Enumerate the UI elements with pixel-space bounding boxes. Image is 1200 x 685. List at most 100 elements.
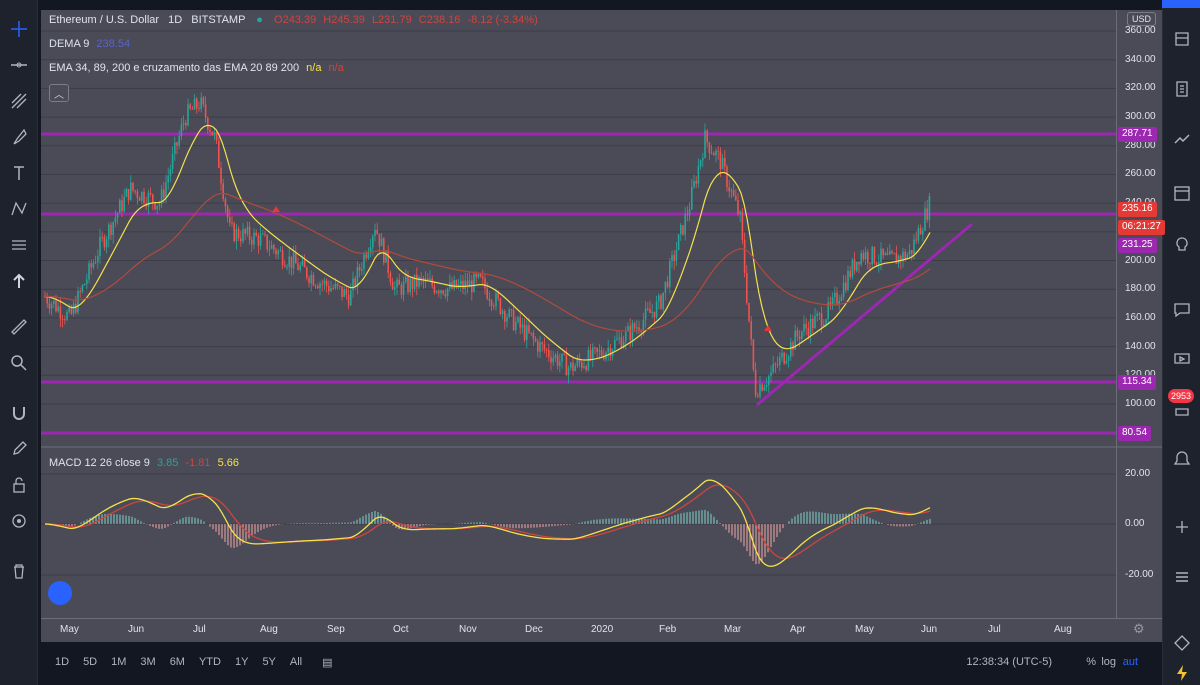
brush-icon[interactable] [0,122,38,152]
candle-body [204,104,207,118]
candle-body [768,376,770,385]
ema-legend[interactable]: EMA 34, 89, 200 e cruzamento das EMA 20 … [49,62,344,74]
arrow-up-icon[interactable] [0,266,38,296]
notifications-icon[interactable] [1163,392,1200,426]
text-tool-icon[interactable] [0,158,38,188]
chart-pane[interactable] [41,10,1116,618]
candle-body [735,195,737,200]
price-scale[interactable] [1116,10,1162,618]
candle-body [543,344,546,350]
period-button-1y[interactable]: 1Y [234,656,249,668]
candle-body [713,153,715,156]
watchlist-icon[interactable] [1163,22,1200,56]
candle-body [631,323,634,341]
candle-body [48,303,51,309]
candle-body [926,208,928,220]
candle-body [220,167,222,184]
time-scale[interactable] [41,618,1162,642]
exchange-label: BITSTAMP [191,14,246,26]
pattern-tool-icon[interactable] [0,194,38,224]
hotlist-icon[interactable] [1163,122,1200,156]
candle-body [147,192,150,207]
prediction-tool-icon[interactable] [0,230,38,260]
auto-toggle[interactable]: aut [1122,656,1138,668]
period-button-all[interactable]: All [289,656,303,668]
period-button-5y[interactable]: 5Y [262,656,276,668]
level-label-231: 231.25 [1118,238,1157,253]
candle-body [429,278,431,281]
candle-body [772,364,774,373]
candle-body [721,157,724,170]
period-button-3m[interactable]: 3M [140,656,156,668]
candle-body [867,251,869,264]
settings-gear-icon[interactable]: ⚙ [1133,621,1145,636]
date-range-icon[interactable]: ▤ [322,656,333,669]
period-button-5d[interactable]: 5D [83,656,98,668]
fib-tool-icon[interactable] [0,86,38,116]
candle-body [900,255,902,262]
help-icon[interactable] [1163,626,1200,660]
candle-body [262,233,264,235]
candle-body [270,245,273,249]
candle-body [904,251,906,259]
candle-body [70,307,73,314]
candle-body [616,338,618,341]
percent-toggle[interactable]: % [1086,656,1096,668]
lightning-icon[interactable] [1163,656,1200,685]
calendar-icon[interactable] [1163,176,1200,210]
lock-icon[interactable] [0,470,38,500]
price-tick: 280.00 [1125,139,1156,151]
line-tool-icon[interactable] [0,50,38,80]
period-button-6m[interactable]: 6M [169,656,185,668]
log-toggle[interactable]: log [1101,656,1116,668]
candle-body [46,296,48,304]
collapse-legend-button[interactable]: ︿ [49,84,69,102]
clock[interactable]: 12:38:34 (UTC-5) [966,656,1052,668]
candle-body [427,278,429,281]
candle-body [365,254,367,259]
candle-body [255,232,257,236]
trend-line[interactable] [756,222,973,407]
candle-body [715,150,717,156]
tradingview-logo[interactable] [48,581,72,605]
period-button-1m[interactable]: 1M [111,656,127,668]
visibility-icon[interactable] [0,506,38,536]
period-button-1d[interactable]: 1D [55,656,70,668]
alerts-bell-icon[interactable] [1163,442,1200,476]
period-button-ytd[interactable]: YTD [198,656,221,668]
candle-body [55,300,57,312]
magnet-icon[interactable] [0,398,38,428]
trash-icon[interactable] [0,556,38,586]
macd-legend[interactable]: MACD 12 26 close 9 3.85 -1.81 5.66 [49,457,239,469]
candle-body [598,350,601,352]
candle-body [895,253,898,264]
candle-body [495,293,497,307]
candle-body [776,364,779,366]
candle-body [794,330,796,350]
candle-body [233,223,235,242]
macd-line [44,479,931,568]
menu-icon[interactable] [1163,560,1200,594]
candle-body [600,350,603,356]
candle-body [629,326,631,341]
zoom-icon[interactable] [0,348,38,378]
candle-body [823,324,825,327]
candle-body [345,289,348,295]
candle-body [321,283,323,285]
data-window-icon[interactable] [1163,72,1200,106]
candle-body [726,166,728,188]
streams-icon[interactable] [1163,342,1200,376]
crosshair-icon[interactable] [0,14,38,44]
candle-body [433,285,436,293]
candle-body [559,361,561,366]
chat-icon[interactable] [1163,292,1200,326]
dema-legend[interactable]: DEMA 9 238.54 [49,38,130,50]
ruler-icon[interactable] [0,312,38,342]
symbol-legend[interactable]: Ethereum / U.S. Dollar 1D BITSTAMP ● O24… [49,14,538,26]
stay-in-drawing-mode-icon[interactable] [0,434,38,464]
ideas-icon[interactable] [1163,228,1200,262]
broadcast-icon[interactable] [1163,510,1200,544]
candle-body [347,294,350,306]
currency-badge[interactable]: USD [1127,12,1157,26]
candle-body [774,364,777,366]
